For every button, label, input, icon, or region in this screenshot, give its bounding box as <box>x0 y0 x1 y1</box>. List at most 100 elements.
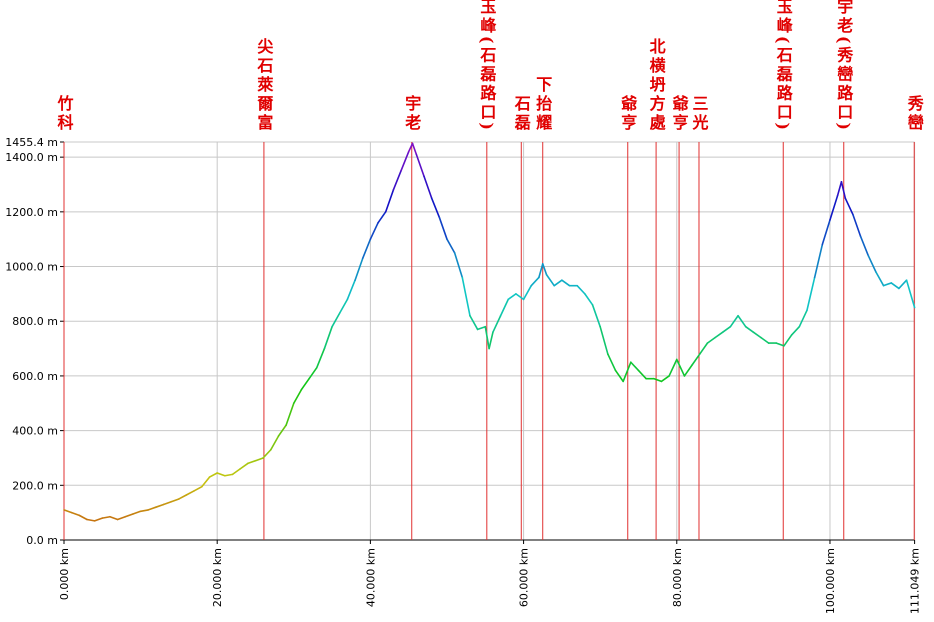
profile-segment <box>507 293 517 301</box>
profile-segment <box>338 298 349 314</box>
profile-segment <box>744 325 755 333</box>
profile-segment <box>499 298 510 317</box>
profile-segment <box>775 342 785 347</box>
profile-segment <box>553 279 563 287</box>
profile-segment <box>208 472 218 478</box>
waypoint-label: 玉峰(石磊路口) <box>477 0 497 133</box>
profile-segment <box>285 402 295 426</box>
profile-segment <box>277 424 287 437</box>
profile-segment <box>292 388 303 405</box>
y-tick-label: 1000.0 m <box>5 261 58 274</box>
profile-segment <box>844 197 854 216</box>
profile-segment <box>438 216 448 240</box>
profile-segment <box>132 510 142 515</box>
y-tick-label: 1200.0 m <box>5 206 58 219</box>
profile-segment <box>783 334 793 347</box>
y-tick-label: 800.0 m <box>12 315 58 328</box>
profile-segment <box>752 331 762 339</box>
profile-segment <box>541 263 548 276</box>
profile-segment <box>760 336 770 344</box>
profile-segment <box>346 279 356 301</box>
profile-segment <box>882 282 893 287</box>
profile-segment <box>407 142 414 153</box>
profile-segment <box>361 238 372 260</box>
x-tick-label: 80.000 km <box>671 548 684 607</box>
profile-segment <box>247 459 257 465</box>
waypoint-label: 玉峰(石磊路口) <box>774 0 794 133</box>
profile-segment <box>178 494 188 500</box>
profile-segment <box>109 515 119 521</box>
profile-segment <box>683 364 693 377</box>
profile-segment <box>798 309 808 328</box>
x-tick-label: 0.000 km <box>58 548 71 600</box>
waypoint-label: 尖石萊爾富 <box>254 37 274 133</box>
profile-segment <box>859 235 870 257</box>
profile-segment <box>193 485 203 492</box>
profile-segment <box>70 511 81 517</box>
profile-segment <box>224 473 234 477</box>
profile-segment <box>875 271 885 287</box>
profile-segment <box>411 142 418 156</box>
profile-segment <box>890 282 900 290</box>
profile-segment <box>93 517 104 522</box>
profile-segment <box>576 284 586 295</box>
profile-segment <box>116 515 127 521</box>
y-tick-label: 400.0 m <box>12 425 58 438</box>
profile-segment <box>315 347 326 369</box>
profile-segment <box>829 194 839 221</box>
profile-segment <box>729 314 739 328</box>
profile-segment <box>821 219 831 246</box>
profile-segment <box>216 472 226 477</box>
profile-segment <box>840 180 847 199</box>
profile-segment <box>430 197 441 219</box>
waypoint-label: 下抬耀 <box>533 76 552 133</box>
profile-segment <box>790 325 801 336</box>
profile-segment <box>898 279 908 290</box>
profile-segment <box>155 503 165 508</box>
waypoint-label: 爺亨 <box>618 94 638 133</box>
x-tick-label: 20.000 km <box>211 548 224 607</box>
profile-segment <box>813 243 824 279</box>
profile-segment <box>377 211 387 224</box>
profile-segment <box>201 476 211 488</box>
profile-segment <box>86 518 96 522</box>
profile-segment <box>698 342 709 355</box>
x-tick-label: 100.000 km <box>824 548 837 614</box>
profile-segment <box>400 150 410 172</box>
profile-segment <box>476 325 487 331</box>
profile-segment <box>691 353 701 366</box>
profile-segment <box>415 153 425 178</box>
y-tick-label: 0.0 m <box>26 534 58 547</box>
profile-segment <box>867 254 877 273</box>
profile-segment <box>652 377 663 383</box>
profile-segment <box>147 506 157 511</box>
profile-segment <box>591 304 601 328</box>
profile-segment <box>706 336 716 344</box>
profile-segment <box>423 175 433 199</box>
y-tick-label: 200.0 m <box>12 479 58 492</box>
profile-segment <box>675 358 686 377</box>
waypoint-label: 石磊 <box>512 95 532 133</box>
profile-segment <box>668 358 678 377</box>
waypoint-label: 三光 <box>689 95 709 133</box>
profile-segment <box>262 448 272 459</box>
profile-segment <box>446 238 456 254</box>
profile-segment <box>323 325 333 350</box>
waypoint-label: 宇老 <box>402 94 422 133</box>
profile-segment <box>124 513 134 518</box>
profile-segment <box>63 509 73 514</box>
profile-segment <box>488 331 494 350</box>
profile-segment <box>561 279 571 287</box>
profile-segment <box>622 361 632 383</box>
y-tick-label: 600.0 m <box>12 370 58 383</box>
profile-segment <box>162 500 173 506</box>
profile-segment <box>522 284 533 301</box>
profile-segment <box>599 325 609 355</box>
profile-segment <box>584 293 594 306</box>
y-tick-label: 1455.4 m <box>5 136 58 149</box>
x-tick-label: 111.049 km <box>909 548 922 614</box>
profile-segment <box>714 331 724 339</box>
waypoint-label: 竹科 <box>55 94 75 133</box>
profile-segment <box>170 498 180 503</box>
